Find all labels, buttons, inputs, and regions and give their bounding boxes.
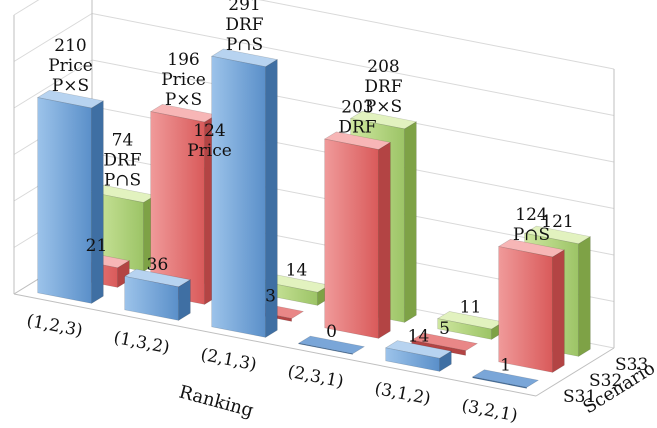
data-labels: 74DRFP∩S124Price14208DRFP×S1112121196Pri… [48, 0, 574, 376]
bar-front [124, 275, 179, 321]
data-label-annotation: P×S [165, 90, 202, 110]
x-tick-label: (3,2,1) [460, 396, 519, 426]
bar-S31-2 [210, 48, 279, 338]
data-label-value: 1 [500, 356, 511, 376]
bar-front [211, 55, 266, 338]
bar-S31-0 [36, 90, 105, 304]
bar-S31-1 [123, 268, 192, 321]
bar-S32-5 [497, 238, 566, 373]
bar-S31-4 [384, 340, 453, 372]
bar-front [472, 376, 527, 389]
data-label-value: 208 [367, 57, 399, 77]
data-label-value: 14 [286, 260, 308, 280]
x-tick-label: (1,3,2) [112, 328, 171, 358]
data-label-annotation: P×S [52, 76, 89, 96]
data-label-annotation: Price [48, 56, 93, 76]
bar-side [378, 141, 391, 339]
back-gridline [91, 13, 615, 116]
data-label-annotation: P∩S [513, 225, 550, 245]
bar-side [91, 100, 104, 304]
bar-front [437, 318, 492, 340]
data-label-value: 36 [147, 255, 169, 275]
bar-side [404, 121, 417, 323]
data-label-value: 196 [167, 50, 199, 70]
bar-front [498, 246, 553, 373]
data-label-annotation: Price [161, 70, 206, 90]
data-label-value: 124 [515, 205, 547, 225]
data-label-value: 3 [265, 287, 276, 307]
data-label-annotation: P×S [365, 97, 402, 117]
x-tick-label: (1,2,3) [25, 311, 84, 341]
bars [36, 48, 592, 389]
data-label-annotation: P∩S [104, 171, 141, 191]
side-gridline [13, 0, 40, 16]
data-label-annotation: DRF [338, 118, 376, 138]
data-label-value: 291 [228, 0, 260, 15]
back-gridline [258, 0, 615, 70]
z-tick-label: S32 [589, 371, 622, 391]
side-gridline [13, 59, 93, 109]
x-tick-label: (2,1,3) [199, 345, 258, 375]
x-tick-label: (2,3,1) [286, 362, 345, 392]
x-tick-label: (3,1,2) [373, 379, 432, 409]
back-gridline [91, 59, 615, 163]
data-label-value: 74 [112, 131, 134, 151]
data-label-value: 210 [54, 36, 86, 56]
data-label-value: 203 [341, 98, 373, 118]
floor-front-edge [13, 293, 537, 397]
data-label-value: 14 [408, 326, 430, 346]
bar-S31-3 [297, 335, 366, 355]
z-tick-label: S33 [615, 355, 648, 375]
data-label-annotation: DRF [225, 15, 263, 35]
floor-right-edge [535, 347, 615, 397]
data-label-annotation: Price [187, 141, 232, 161]
bar-S31-5 [471, 369, 540, 389]
data-label-annotation: DRF [103, 151, 141, 171]
bar-S32-3 [323, 131, 392, 339]
bar-front [324, 138, 379, 339]
data-label-annotation: DRF [364, 77, 402, 97]
data-label-annotation: P∩S [226, 35, 263, 55]
x-axis-title: Ranking [177, 382, 256, 422]
bar-side [178, 279, 191, 321]
bar-front [385, 347, 440, 372]
data-label-value: 5 [439, 319, 450, 339]
bar-front [298, 342, 353, 355]
data-label-value: 0 [326, 322, 337, 342]
side-gridline [13, 13, 93, 62]
bar-front [37, 97, 92, 304]
data-label-value: 124 [193, 121, 225, 141]
bar-side [552, 249, 565, 373]
data-label-value: 21 [86, 236, 108, 256]
z-tick-label: S31 [563, 387, 596, 407]
bar-side [578, 236, 591, 357]
data-label-value: 11 [460, 297, 482, 317]
data-label-value: 121 [541, 212, 573, 232]
